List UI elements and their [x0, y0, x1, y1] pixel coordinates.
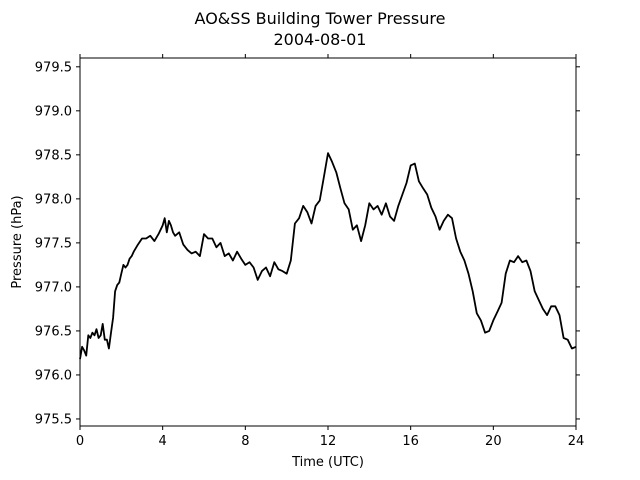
y-tick-label: 978.5	[35, 148, 72, 163]
x-tick-label: 24	[568, 434, 585, 449]
x-tick-label: 16	[402, 434, 419, 449]
plot-area-frame	[79, 57, 577, 427]
y-tick-label: 979.5	[35, 60, 72, 75]
y-tick-label: 976.5	[35, 324, 72, 339]
axis-ticks	[76, 54, 580, 430]
y-tick-label: 976.0	[35, 368, 72, 383]
y-tick-label: 977.5	[35, 236, 72, 251]
y-tick-label: 979.0	[35, 104, 72, 119]
y-tick-label: 975.5	[35, 412, 72, 427]
pressure-series-line	[79, 152, 577, 360]
x-tick-label: 0	[76, 434, 84, 449]
x-tick-label: 4	[159, 434, 167, 449]
x-axis-label: Time (UTC)	[291, 455, 364, 470]
x-tick-label: 12	[320, 434, 337, 449]
y-axis-label: Pressure (hPa)	[10, 195, 25, 288]
chart-title: AO&SS Building Tower Pressure	[195, 9, 446, 28]
tick-labels: 0 4 8 12 16 20 24 975.5 976.0 976.5 977.0 977.5 978.…	[35, 60, 584, 449]
x-tick-label: 20	[485, 434, 502, 449]
y-tick-label: 977.0	[35, 280, 72, 295]
chart-subtitle: 2004-08-01	[274, 30, 367, 49]
x-tick-label: 8	[241, 434, 249, 449]
y-tick-label: 978.0	[35, 192, 72, 207]
